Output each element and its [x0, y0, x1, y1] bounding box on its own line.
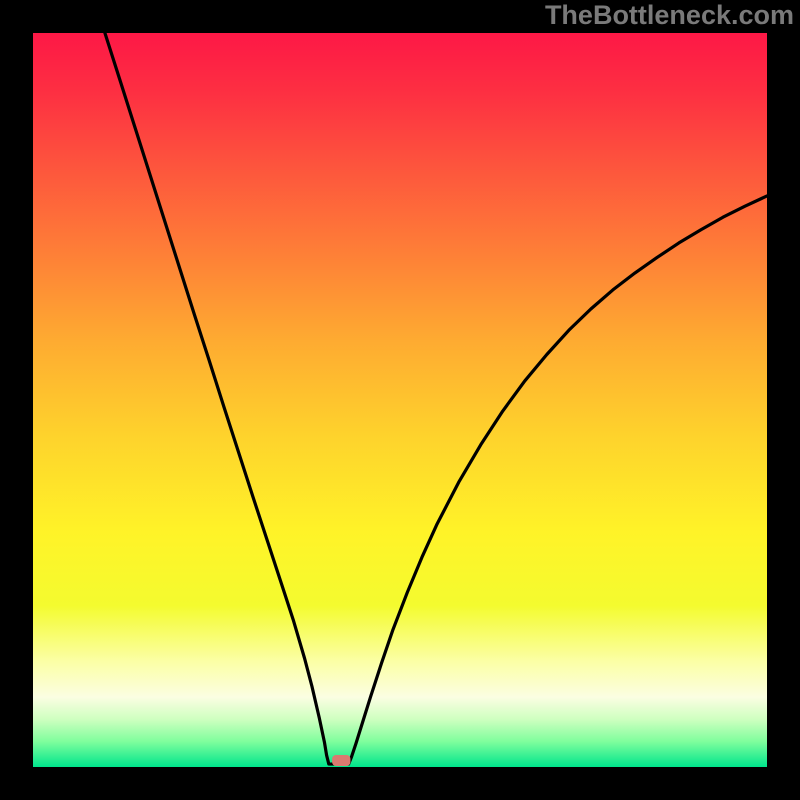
plot-background	[33, 33, 767, 767]
chart-container: TheBottleneck.com	[0, 0, 800, 800]
frame-bottom	[0, 767, 800, 800]
frame-left	[0, 0, 33, 800]
frame-right	[767, 0, 800, 800]
minimum-marker	[332, 755, 350, 766]
frame-top	[0, 0, 800, 33]
bottleneck-chart	[0, 0, 800, 800]
